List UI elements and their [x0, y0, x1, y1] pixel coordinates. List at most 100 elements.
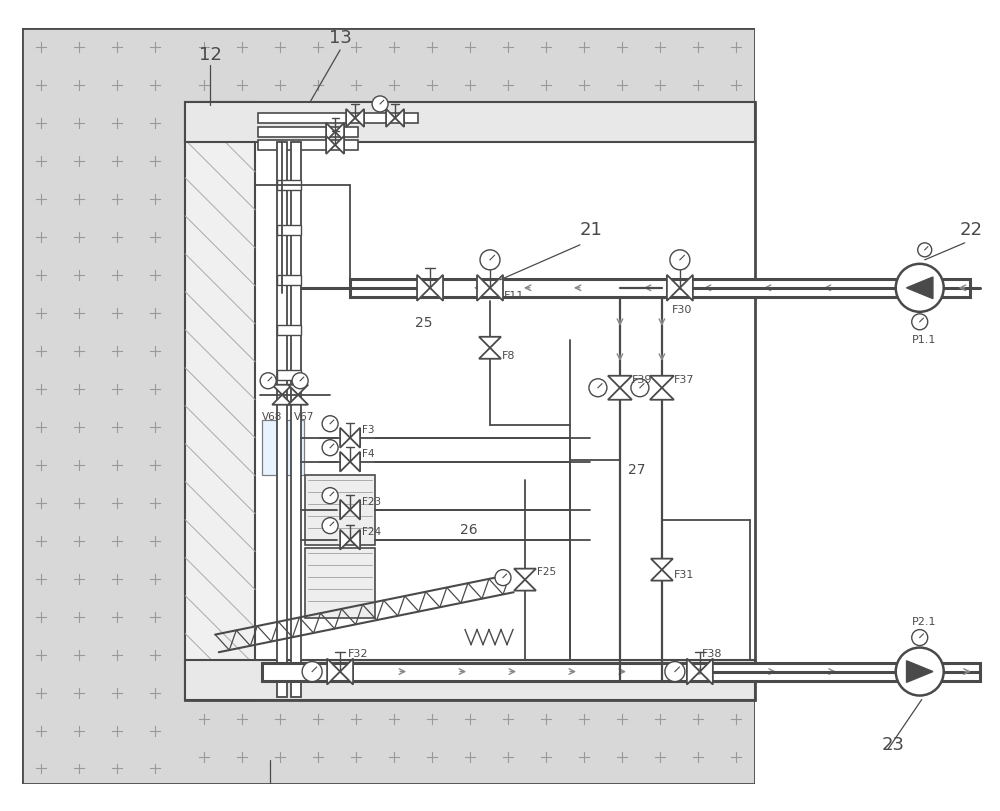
Polygon shape — [340, 500, 350, 520]
Polygon shape — [514, 569, 536, 580]
Polygon shape — [350, 500, 360, 520]
Polygon shape — [907, 277, 933, 298]
Bar — [262, 420, 304, 474]
Circle shape — [896, 264, 944, 311]
Bar — [305, 547, 375, 618]
Bar — [258, 140, 358, 150]
Text: 27: 27 — [628, 463, 645, 477]
Bar — [185, 659, 755, 700]
Polygon shape — [326, 123, 335, 141]
Circle shape — [260, 373, 276, 388]
Bar — [185, 102, 755, 700]
Text: P2.1: P2.1 — [912, 616, 936, 627]
Text: 12: 12 — [199, 46, 222, 64]
Polygon shape — [335, 136, 344, 154]
Bar — [350, 279, 970, 297]
Polygon shape — [335, 123, 344, 141]
Circle shape — [322, 440, 338, 456]
Circle shape — [912, 314, 928, 330]
Polygon shape — [651, 559, 673, 569]
Polygon shape — [490, 275, 503, 301]
Bar — [291, 142, 301, 697]
Polygon shape — [417, 275, 430, 301]
Polygon shape — [340, 659, 353, 684]
Circle shape — [918, 242, 932, 257]
Circle shape — [670, 250, 690, 270]
Text: 26: 26 — [460, 522, 478, 537]
Polygon shape — [479, 337, 501, 348]
Polygon shape — [340, 427, 350, 448]
Polygon shape — [479, 348, 501, 358]
Circle shape — [665, 662, 685, 681]
Polygon shape — [907, 661, 933, 682]
Polygon shape — [340, 530, 350, 550]
Bar — [305, 474, 375, 545]
Polygon shape — [687, 659, 700, 684]
Text: F39: F39 — [632, 375, 652, 384]
Text: F23: F23 — [362, 496, 381, 507]
Polygon shape — [514, 580, 536, 590]
Text: 25: 25 — [415, 315, 433, 330]
Circle shape — [912, 629, 928, 646]
Polygon shape — [350, 452, 360, 472]
Text: 21: 21 — [580, 221, 603, 239]
Polygon shape — [680, 275, 693, 301]
Text: 13: 13 — [329, 29, 352, 47]
Polygon shape — [477, 275, 490, 301]
Bar — [185, 102, 755, 142]
Polygon shape — [350, 427, 360, 448]
Text: F31: F31 — [674, 569, 694, 580]
Circle shape — [896, 647, 944, 696]
Polygon shape — [288, 384, 308, 395]
Polygon shape — [700, 659, 713, 684]
Text: 22: 22 — [960, 221, 983, 239]
Bar — [22, 28, 755, 784]
Polygon shape — [667, 275, 680, 301]
Polygon shape — [340, 452, 350, 472]
Circle shape — [631, 379, 649, 397]
Polygon shape — [430, 275, 443, 301]
Polygon shape — [650, 375, 674, 388]
Circle shape — [322, 487, 338, 504]
Bar — [277, 275, 301, 285]
Bar — [277, 180, 301, 190]
Polygon shape — [386, 109, 395, 127]
Text: F24: F24 — [362, 526, 381, 537]
Polygon shape — [651, 569, 673, 581]
Bar — [185, 102, 255, 700]
Text: F38: F38 — [702, 649, 722, 659]
Text: F8: F8 — [502, 351, 515, 361]
Polygon shape — [346, 109, 355, 127]
Bar — [0, 0, 22, 810]
Text: F32: F32 — [348, 649, 369, 659]
Text: 23: 23 — [882, 736, 905, 753]
Bar — [277, 324, 301, 335]
Text: F37: F37 — [674, 375, 694, 384]
Circle shape — [589, 379, 607, 397]
Circle shape — [372, 96, 388, 112]
Polygon shape — [395, 109, 404, 127]
Circle shape — [495, 569, 511, 586]
Circle shape — [480, 250, 500, 270]
Text: V67: V67 — [294, 412, 314, 422]
Polygon shape — [608, 375, 632, 388]
Bar — [755, 0, 1000, 810]
Bar — [755, 0, 1000, 810]
Bar — [262, 663, 980, 680]
Text: F25: F25 — [537, 567, 556, 577]
Text: V68: V68 — [262, 412, 282, 422]
Polygon shape — [608, 388, 632, 400]
Polygon shape — [650, 388, 674, 400]
Circle shape — [322, 416, 338, 431]
Text: F30: F30 — [672, 305, 692, 315]
Text: 24: 24 — [259, 791, 282, 809]
Polygon shape — [350, 530, 360, 550]
Polygon shape — [272, 384, 292, 395]
Bar — [277, 225, 301, 235]
Bar — [258, 113, 418, 123]
Polygon shape — [326, 136, 335, 154]
Bar — [0, 784, 1000, 810]
Circle shape — [302, 662, 322, 681]
Text: F3: F3 — [362, 425, 375, 435]
Text: P1.1: P1.1 — [912, 335, 936, 345]
